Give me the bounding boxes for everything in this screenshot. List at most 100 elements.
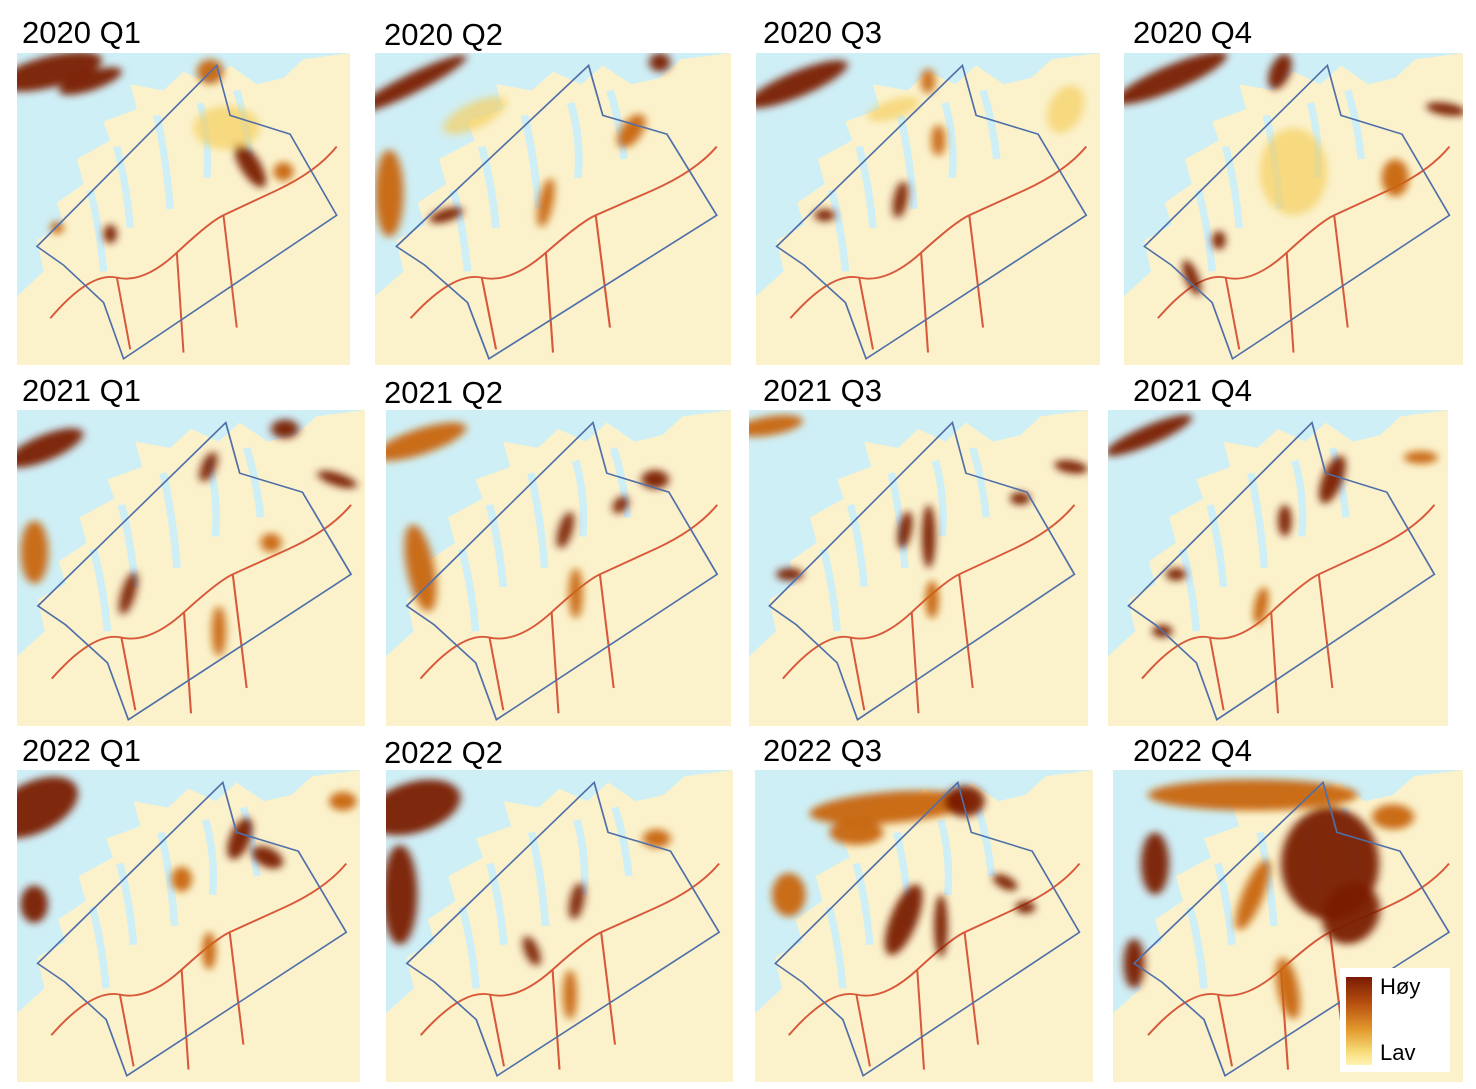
land-area [755,770,1093,1082]
heat-blob [934,894,948,958]
heat-layer [749,414,1088,619]
fjord [610,447,632,518]
fjord [937,819,953,896]
fjord [458,906,481,989]
heat-blob [921,68,935,94]
heat-blob [1182,259,1202,296]
fjord [819,548,841,632]
land-area [386,770,733,1082]
fjord [113,145,134,228]
heat-blob [20,520,49,584]
fjord [855,145,877,228]
heat-blob [404,524,437,612]
heat-blob [20,885,48,923]
map-svg [1124,53,1463,365]
heat-blob [649,53,671,72]
heatmap-map [17,410,365,726]
fjord [852,862,874,945]
heat-blob [756,60,848,109]
study-area-boundary [36,421,353,721]
heat-blob [386,422,467,461]
fjord [1179,548,1201,632]
fjord [611,806,633,877]
heat-blob [193,106,261,150]
heat-blob [1403,451,1438,464]
road-lines [789,146,1088,353]
heat-blob [1259,127,1328,216]
map-svg [17,53,350,365]
fjord [116,862,138,945]
road-lines [1141,504,1436,714]
fjord [1206,504,1228,588]
heat-blob [202,932,216,970]
panel-title: 2021 Q1 [22,373,141,408]
heatmap-map [749,410,1088,726]
fjord [847,504,868,588]
fjord [931,459,947,537]
panel-title: 2022 Q3 [763,733,882,768]
heatmap-map [1124,53,1463,365]
heat-blob [569,882,585,920]
fjord [974,806,996,877]
map-svg [386,770,733,1082]
fjord [201,819,218,896]
heat-blob [1319,455,1346,504]
heat-blob [1372,804,1414,830]
heat-blob [642,829,671,848]
heat-layer [375,53,671,238]
heat-blob [867,96,920,122]
fjord [486,862,508,945]
fjord [573,819,589,896]
heat-blob [251,846,284,869]
map-svg [386,410,731,726]
heatmap-map [17,53,350,365]
heat-blob [925,580,939,619]
fjord [827,189,850,272]
panel-title: 2022 Q4 [1133,733,1252,768]
heatmap-map [756,53,1100,365]
fjord [239,806,261,877]
panel-title: 2020 Q4 [1133,15,1252,50]
heatmap-map [375,53,731,365]
heat-blob [1253,587,1269,625]
heat-blob [58,67,122,95]
heat-blob [1054,460,1088,474]
heat-layer [1123,779,1414,1020]
land-area [386,410,731,726]
heat-blob [776,568,804,581]
fjord [969,447,991,518]
heat-blob [771,872,806,917]
heat-blob [921,504,936,568]
study-area-boundary [405,780,721,1078]
study-area-boundary [768,421,1076,721]
heat-blob [944,785,985,817]
land-area [17,410,365,726]
map-svg [17,770,360,1082]
fjord [242,447,265,518]
heat-blob [617,114,646,148]
study-area-boundary [395,63,718,361]
legend-high-label: Høy [1380,974,1421,999]
heat-blob [829,819,884,845]
heat-blob [992,874,1018,891]
heatmap-map [1108,410,1448,726]
heat-legend: Høy Lav [1340,968,1450,1072]
fjord [86,189,108,272]
heat-layer [17,53,294,244]
study-area-boundary [1132,780,1451,1078]
heat-layer [17,776,357,970]
heat-blob [443,96,507,135]
heat-blob [1124,53,1228,105]
heat-blob [386,844,418,945]
land-area [749,410,1088,726]
land-area [17,770,360,1082]
map-svg [375,53,731,365]
heat-blob [641,470,669,489]
heat-blob [749,414,803,437]
heat-blob [260,533,282,553]
heat-blob [1278,504,1292,537]
land-area [1108,410,1448,726]
heat-layer [386,779,671,1020]
panel-title: 2020 Q3 [763,15,882,50]
panel-title: 2022 Q2 [384,735,503,770]
